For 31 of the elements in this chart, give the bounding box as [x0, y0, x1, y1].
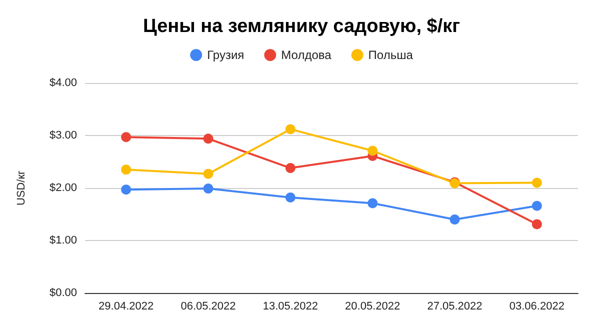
point [532, 200, 542, 211]
x-tick-label: 20.05.2022 [345, 300, 400, 312]
point [285, 192, 296, 202]
y-tick-label: $0.00 [49, 287, 77, 299]
y-tick-label: $3.00 [49, 130, 77, 142]
y-axis-title: USD/кг [16, 170, 28, 206]
y-tick-label: $4.00 [49, 77, 77, 89]
y-tick-label: $1.00 [49, 234, 77, 246]
x-tick-label: 29.04.2022 [98, 300, 154, 312]
point [121, 132, 132, 142]
point [532, 219, 542, 230]
point [121, 184, 132, 195]
point [450, 214, 460, 224]
point [203, 168, 214, 179]
point [285, 124, 296, 134]
x-tick-label: 27.05.2022 [427, 300, 482, 312]
x-tick-label: 03.06.2022 [509, 300, 564, 312]
legend-label: Молдова [281, 48, 332, 62]
x-tick-label: 06.05.2022 [180, 300, 236, 312]
point [203, 184, 214, 194]
point [121, 164, 132, 175]
legend-label: Польша [368, 48, 414, 62]
x-tick-label: 13.05.2022 [262, 300, 318, 312]
legend-label: Грузия [207, 48, 244, 62]
point [203, 134, 214, 144]
point [368, 146, 378, 156]
chart-title: Цены на землянику садовую, $/кг [142, 16, 460, 37]
point [368, 198, 378, 208]
point [532, 178, 542, 188]
point [285, 163, 296, 174]
y-tick-label: $2.00 [49, 182, 77, 194]
